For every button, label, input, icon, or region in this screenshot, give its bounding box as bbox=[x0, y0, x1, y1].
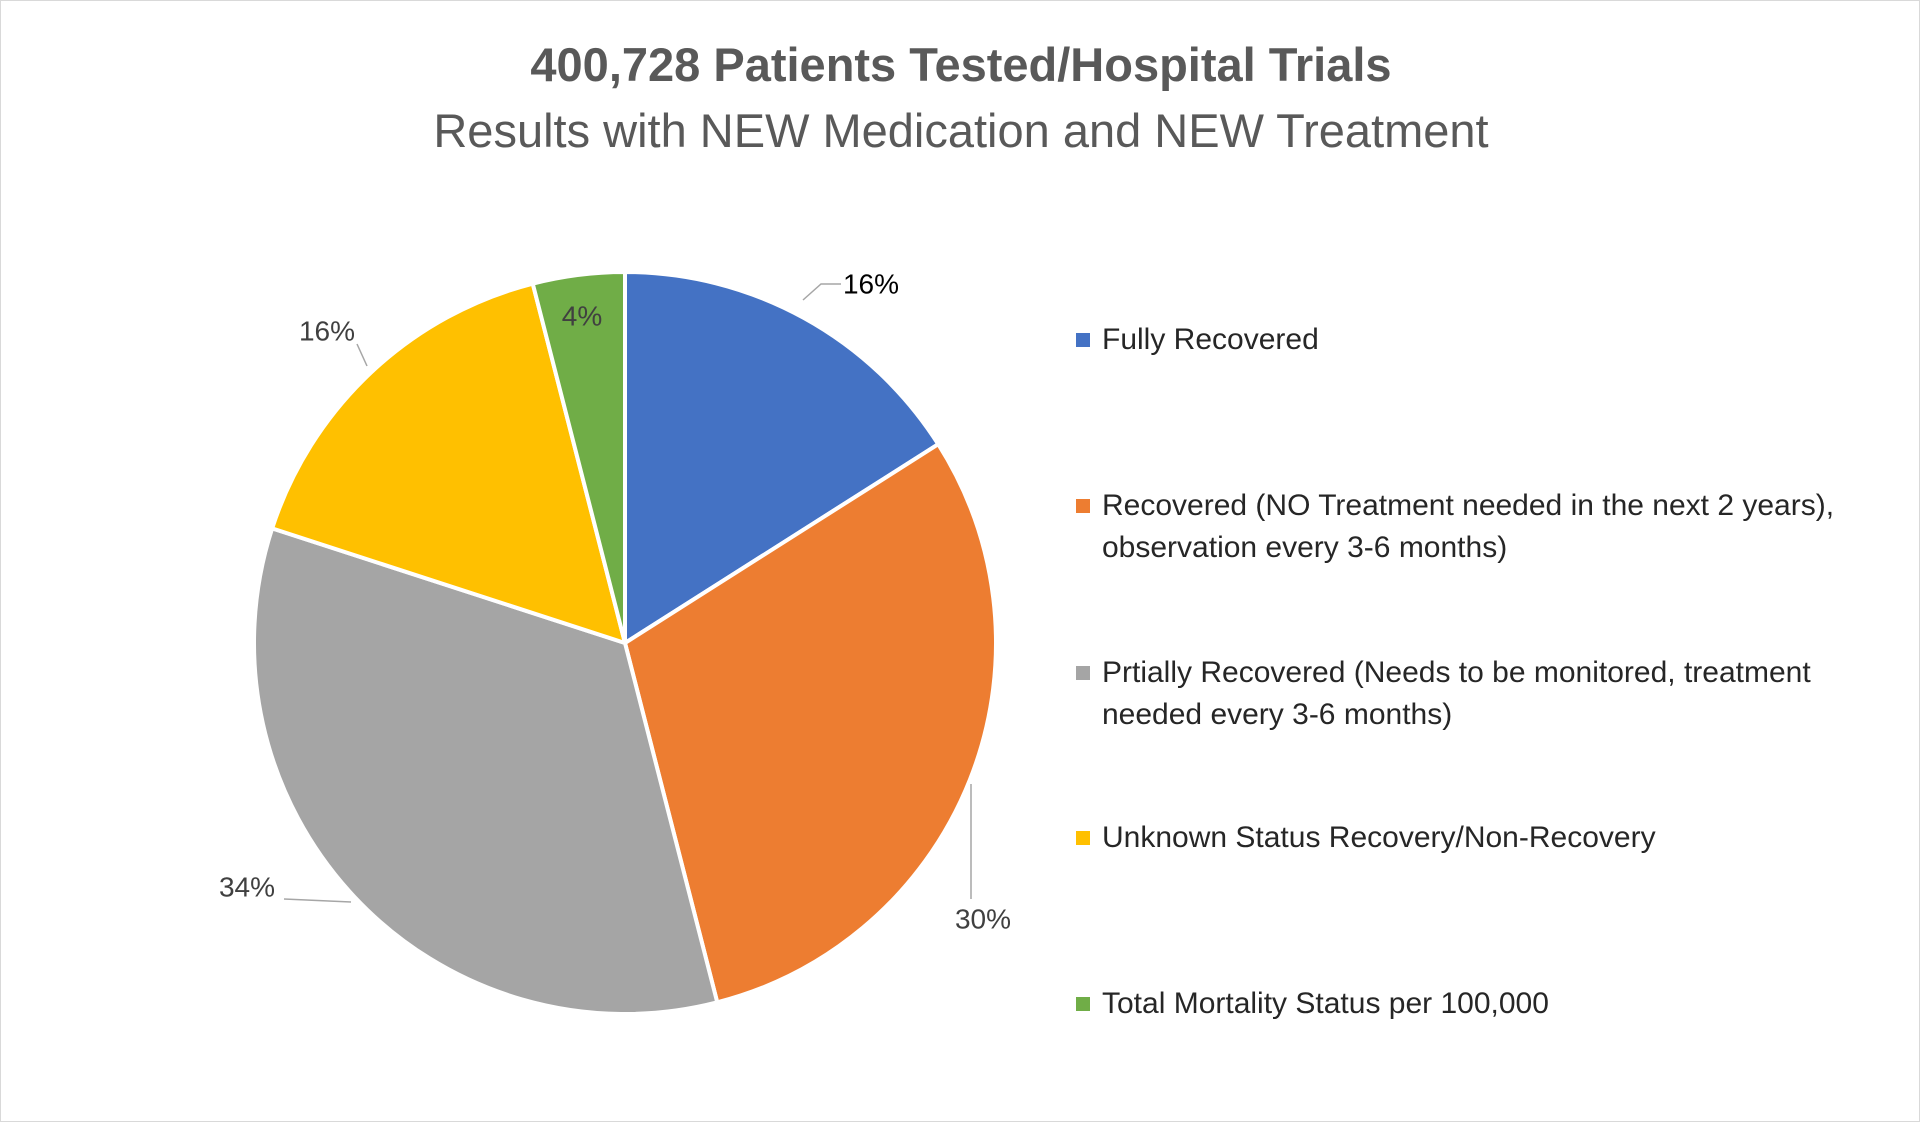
data-label-4: 4% bbox=[562, 300, 602, 331]
pie-slice-2 bbox=[252, 526, 720, 1016]
data-label-1: 30% bbox=[955, 903, 1011, 934]
data-labels: 16% 30% 34% 16% 4% bbox=[219, 268, 1011, 934]
pie-slice-0 bbox=[623, 270, 941, 645]
legend-swatch bbox=[1076, 666, 1090, 680]
chart-title: 400,728 Patients Tested/Hospital Trials bbox=[530, 38, 1392, 91]
legend-label: Recovered (NO Treatment needed in the ne… bbox=[1102, 489, 1835, 564]
legend-label: Total Mortality Status per 100,000 bbox=[1102, 987, 1549, 1020]
leader-lines bbox=[283, 283, 972, 903]
legend-swatch bbox=[1076, 333, 1090, 347]
chart-subtitle: Results with NEW Medication and NEW Trea… bbox=[433, 104, 1489, 157]
leader-line-3 bbox=[356, 343, 368, 367]
legend-label: Fully Recovered bbox=[1102, 323, 1319, 356]
data-label-2: 34% bbox=[219, 871, 275, 902]
legend-swatch bbox=[1076, 831, 1090, 845]
data-label-0: 16% bbox=[843, 268, 899, 299]
pie-slice-3 bbox=[270, 281, 627, 645]
pie-slices bbox=[252, 270, 998, 1016]
legend-swatch bbox=[1076, 499, 1090, 513]
leader-line-2 bbox=[283, 898, 352, 903]
data-label-3: 16% bbox=[299, 315, 355, 346]
legend-label: Prtially Recovered (Needs to be monitore… bbox=[1102, 656, 1811, 731]
pie-slice-4 bbox=[530, 270, 627, 645]
leader-line-0 bbox=[802, 283, 841, 301]
legend-label: Unknown Status Recovery/Non-Recovery bbox=[1102, 821, 1656, 854]
legend-swatch bbox=[1076, 997, 1090, 1011]
pie-slice-1 bbox=[623, 442, 998, 1005]
